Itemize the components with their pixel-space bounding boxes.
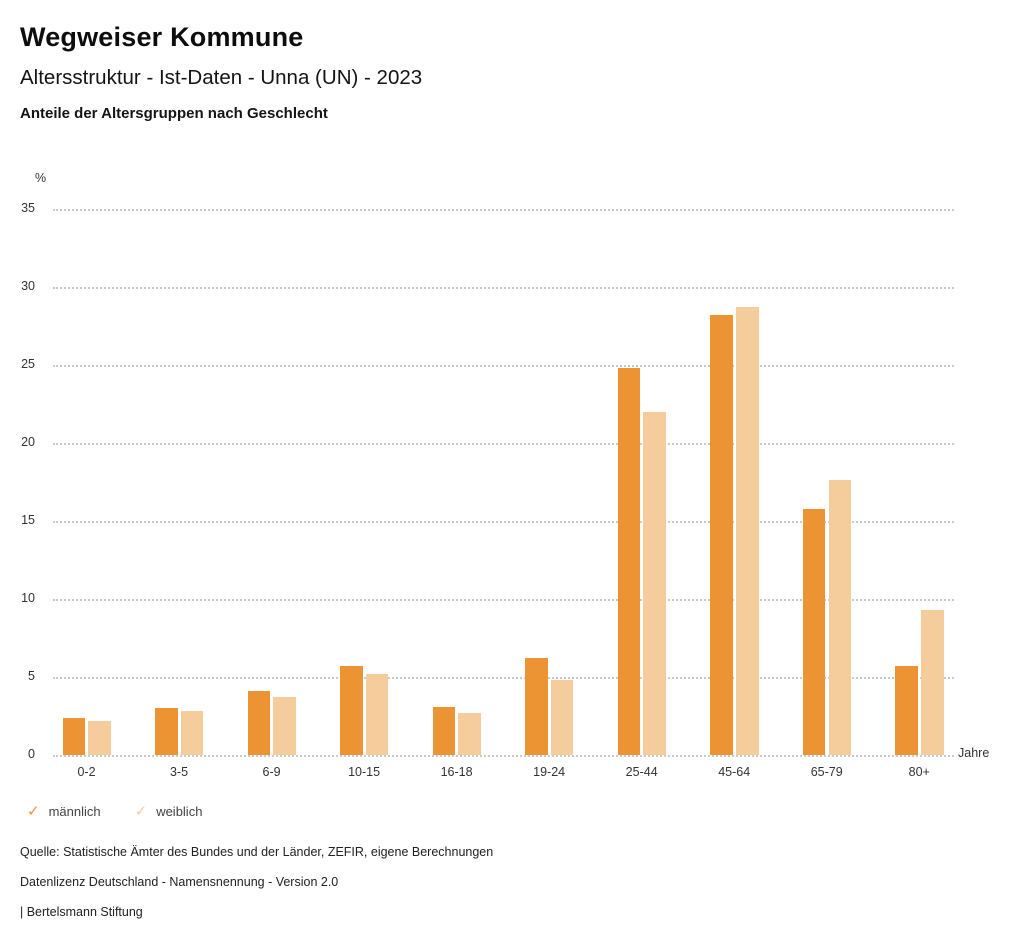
gridline: [53, 521, 954, 523]
check-icon: ✓: [134, 802, 148, 820]
y-tick-label: 5: [28, 669, 35, 683]
x-tick-label: 19-24: [533, 765, 566, 779]
bar[interactable]: [62, 717, 86, 755]
x-tick-label: 65-79: [810, 765, 843, 779]
bar[interactable]: [802, 508, 826, 755]
y-axis-unit-label: %: [35, 171, 47, 185]
check-icon: ✓: [27, 802, 40, 820]
chart-title: Altersstruktur - Ist-Daten - Unna (UN) -…: [20, 66, 423, 89]
x-tick-label: 6-9: [262, 765, 281, 779]
license-text: Datenlizenz Deutschland - Namensnennung …: [20, 875, 339, 889]
source-text: Quelle: Statistische Ämter des Bundes un…: [20, 845, 494, 859]
y-tick-label: 30: [21, 279, 35, 293]
bar[interactable]: [643, 411, 666, 755]
bar[interactable]: [340, 666, 363, 755]
y-tick-label: 10: [21, 591, 35, 605]
bar[interactable]: [550, 680, 574, 755]
legend: ✓ männlich ✓ weiblich: [27, 803, 202, 819]
gridline: [53, 287, 954, 289]
gridline: [53, 209, 954, 211]
app-title: Wegweiser Kommune: [20, 22, 304, 52]
x-tick-label: 3-5: [169, 765, 189, 779]
bar[interactable]: [525, 658, 548, 755]
bar[interactable]: [273, 697, 296, 755]
legend-label: männlich: [48, 803, 101, 819]
bar[interactable]: [710, 315, 733, 755]
bar[interactable]: [88, 720, 111, 755]
x-tick-label: 16-18: [440, 765, 473, 779]
y-tick-label: 25: [21, 357, 35, 371]
publisher-text: | Bertelsmann Stiftung: [20, 905, 143, 919]
bar[interactable]: [895, 666, 918, 755]
gridline: [53, 755, 954, 757]
bar[interactable]: [736, 307, 759, 755]
bar[interactable]: [828, 480, 852, 755]
y-tick-label: 15: [21, 513, 35, 527]
chart-subtitle: Anteile der Altersgruppen nach Geschlech…: [20, 105, 328, 122]
gridline: [53, 677, 954, 679]
bar[interactable]: [432, 706, 456, 755]
y-tick-label: 20: [21, 435, 35, 449]
y-tick-label: 0: [28, 747, 35, 761]
x-axis-title: Jahre: [958, 746, 990, 760]
gridline: [53, 443, 954, 445]
x-tick-label: 45-64: [718, 765, 751, 779]
bar[interactable]: [365, 673, 389, 755]
x-tick-label: 10-15: [348, 765, 381, 779]
bar[interactable]: [458, 712, 481, 755]
x-tick-label: 80+: [908, 765, 930, 779]
legend-item-weiblich[interactable]: ✓ weiblich: [135, 803, 203, 819]
x-tick-label: 25-44: [625, 765, 658, 779]
x-tick-label: 0-2: [77, 765, 96, 779]
bar[interactable]: [617, 368, 641, 755]
bar[interactable]: [921, 609, 944, 755]
bar[interactable]: [247, 691, 271, 755]
gridline: [53, 599, 954, 601]
y-tick-label: 35: [21, 201, 35, 215]
bar[interactable]: [155, 708, 178, 755]
legend-label: weiblich: [156, 803, 203, 819]
bar[interactable]: [180, 711, 204, 755]
legend-item-maennlich[interactable]: ✓ männlich: [27, 803, 101, 819]
gridline: [53, 365, 954, 367]
